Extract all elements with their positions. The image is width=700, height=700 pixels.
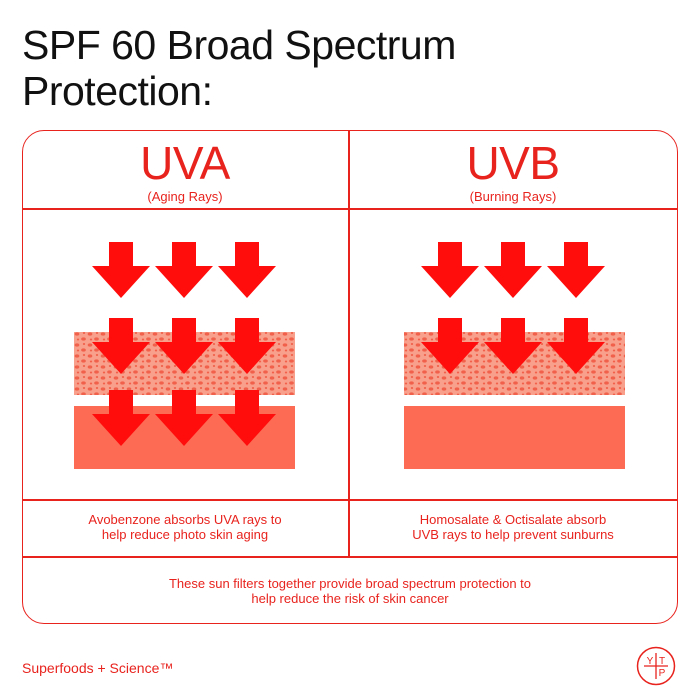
brand-logo-icon: Y T P [636,646,676,686]
combined-protection-note: These sun filters together provide broad… [22,576,678,606]
uvb-description: Homosalate & Octisalate absorb UVB rays … [350,512,676,542]
note-line-1: These sun filters together provide broad… [168,576,532,591]
uvb-subheading: (Burning Rays) [469,189,557,204]
uva-arrow-r2-c1 [92,318,150,374]
header-divider [22,208,678,210]
uva-skin-diagram [74,242,295,469]
footer-divider [22,556,678,558]
title-line-2: Protection: [22,68,213,114]
uva-arrow-r3-c2 [155,390,213,446]
uva-subheading: (Aging Rays) [147,189,223,204]
uva-arrow-r3-c1 [92,390,150,446]
uva-description: Avobenzone absorbs UVA rays to help redu… [22,512,348,542]
uva-arrow-r3-c3 [218,390,276,446]
uva-arrow-r2-c2 [155,318,213,374]
uvb-arrows [421,242,605,374]
uvb-arrow-r1-c3 [547,242,605,298]
uvb-arrow-r1-c2 [484,242,542,298]
title-line-1: SPF 60 Broad Spectrum [22,22,456,68]
column-divider [348,130,350,556]
uvb-dermis-layer [404,406,625,469]
comparison-frame [22,130,678,624]
uva-description-line-2: help reduce photo skin aging [101,527,269,542]
uva-heading: UVA [140,137,230,189]
uvb-arrow-r2-c1 [421,318,479,374]
uvb-description-line-2: UVB rays to help prevent sunburns [412,527,614,542]
uva-arrow-r2-c3 [218,318,276,374]
uvb-arrow-r2-c2 [484,318,542,374]
uvb-header: UVB (Burning Rays) [350,138,676,205]
brand-tagline: Superfoods + Science™ [22,660,174,676]
uva-arrow-r1-c3 [218,242,276,298]
uva-arrow-r1-c2 [155,242,213,298]
description-divider [22,499,678,501]
logo-letter-2: T [659,656,665,667]
uvb-arrow-r2-c3 [547,318,605,374]
uva-header: UVA (Aging Rays) [22,138,348,205]
uva-arrows [92,242,276,446]
uva-description-line-1: Avobenzone absorbs UVA rays to [88,512,282,527]
logo-letter-3: P [659,668,666,679]
note-line-2: help reduce the risk of skin cancer [251,591,449,606]
uvb-arrow-r1-c1 [421,242,479,298]
uvb-heading: UVB [466,137,560,189]
uva-arrow-r1-c1 [92,242,150,298]
uvb-skin-diagram [404,242,625,469]
logo-letter-1: Y [647,656,654,667]
uvb-description-line-1: Homosalate & Octisalate absorb [419,512,607,527]
page-title: SPF 60 Broad Spectrum Protection: [22,22,662,114]
